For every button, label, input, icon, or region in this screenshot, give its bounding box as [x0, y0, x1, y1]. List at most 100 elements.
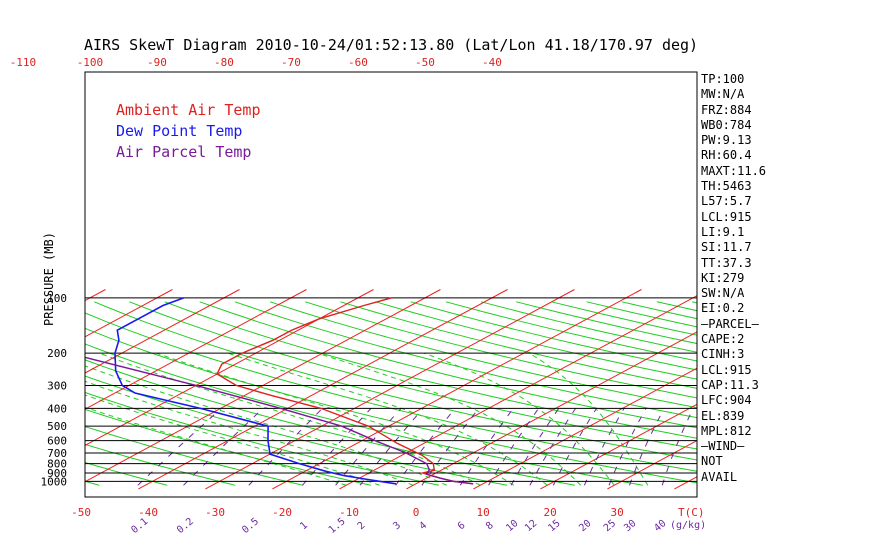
temp-tick-bottom: -40 [138, 506, 158, 519]
moist-adiabat [317, 352, 582, 486]
mixing-ratio-label: 20 [577, 518, 593, 534]
dry-adiabat [164, 301, 697, 439]
temp-tick-bottom: -10 [339, 506, 359, 519]
stat-item: LCL:915 [701, 209, 752, 224]
dry-adiabat [516, 301, 697, 345]
mixing-ratio-label: 30 [622, 518, 638, 534]
dry-adiabat [85, 343, 643, 486]
pressure-tick-label: 600 [47, 435, 67, 448]
stat-item: L57:5.7 [701, 194, 752, 209]
dry-adiabat [85, 375, 508, 486]
mixing-ratio-line [395, 408, 456, 486]
mixing-ratio-line [552, 408, 597, 486]
mixing-ratio-line [529, 408, 577, 486]
mixing-ratio-label: 0.2 [175, 516, 196, 536]
isotherm [85, 289, 307, 410]
isotherm [85, 289, 374, 447]
pressure-tick-label: 200 [47, 347, 67, 360]
dry-adiabat [269, 301, 697, 409]
stat-item: EI:0.2 [701, 301, 745, 316]
temp-tick-top: -60 [348, 56, 368, 69]
pressure-tick-label: 300 [47, 379, 67, 392]
pressure-tick-label: 500 [47, 420, 67, 433]
isotherm [205, 289, 575, 490]
mixing-ratio-line [661, 408, 694, 486]
stat-item: CINH:3 [701, 347, 745, 362]
pressure-tick-label: 400 [47, 402, 67, 415]
legend: Ambient Air Temp Dew Point Temp Air Parc… [116, 100, 261, 163]
dry-adiabat [199, 301, 697, 429]
mixing-ratio-label: 6 [456, 520, 468, 532]
mixing-ratio-unit: (g/kg) [670, 520, 706, 531]
legend-dewpoint: Dew Point Temp [116, 122, 243, 140]
series-air-parcel-temp [85, 356, 474, 485]
stat-item: —WIND— [701, 439, 745, 454]
stat-item: RH:60.4 [701, 148, 752, 163]
mixing-ratio-label: 12 [523, 518, 539, 534]
pressure-tick-label: 800 [47, 458, 67, 471]
stat-item: AVAIL [701, 469, 738, 484]
dry-adiabat [85, 461, 168, 486]
mixing-ratio-label: 8 [484, 520, 496, 532]
mixing-ratio-line [608, 408, 647, 486]
dry-adiabat [305, 301, 697, 399]
plot-area [85, 289, 697, 490]
moist-adiabat [99, 352, 481, 486]
stat-item: FRZ:884 [701, 102, 752, 117]
moist-adiabat [423, 352, 615, 486]
isotherm [339, 295, 697, 490]
mixing-ratio-label: 4 [418, 520, 430, 532]
stat-item: LI:9.1 [701, 224, 745, 239]
moist-adiabat [227, 352, 548, 486]
mixing-ratio-label: 2 [356, 520, 368, 532]
stat-item: MPL:812 [701, 423, 752, 438]
stat-item: —PARCEL— [701, 316, 759, 331]
dry-adiabat [85, 426, 304, 486]
mixing-ratio-label: 0.1 [129, 516, 150, 536]
isotherm [85, 289, 173, 338]
mixing-ratio-label: 0.5 [240, 516, 261, 536]
stat-item: TP:100 [701, 72, 745, 86]
mixing-ratio-line [248, 408, 323, 486]
temp-tick-bottom: -30 [205, 506, 225, 519]
stat-item: MAXT:11.6 [701, 163, 767, 178]
pressure-tick-label: 100 [47, 292, 67, 305]
stat-item: MW:N/A [701, 87, 745, 102]
stat-item: EL:839 [701, 408, 745, 423]
temp-tick-bottom: 20 [543, 506, 556, 519]
chart-title: AIRS SkewT Diagram 2010-10-24/01:52:13.8… [84, 36, 699, 54]
dry-adiabat [85, 359, 575, 486]
temp-tick-top: -70 [281, 56, 301, 69]
mixing-ratio-label: 25 [602, 518, 618, 534]
stat-item: LFC:904 [701, 393, 752, 408]
moist-adiabat [85, 365, 448, 486]
series-ambient-air-temp [216, 297, 474, 485]
isotherm [272, 289, 642, 490]
pressure-tick-label: 1000 [41, 475, 68, 488]
mixing-ratio-line [421, 408, 480, 486]
isotherm [406, 331, 697, 490]
temp-tick-top: -50 [415, 56, 435, 69]
stats-panel: TP:100 MW:N/A FRZ:884 WB0:784 PW:9.13 RH:60.4… [701, 72, 766, 485]
dry-adiabat [85, 443, 236, 486]
stat-item: WB0:784 [701, 117, 752, 132]
temp-tick-bottom: 10 [476, 506, 489, 519]
isotherm [138, 289, 508, 490]
mixing-ratio-line [629, 408, 665, 486]
legend-parcel: Air Parcel Temp [116, 143, 252, 161]
isotherm [473, 367, 697, 490]
moist-adiabat [156, 352, 515, 486]
mixing-ratio-label: 3 [391, 520, 403, 532]
stat-item: SI:11.7 [701, 240, 752, 255]
moist-adiabat [528, 352, 649, 486]
mixing-ratio-line [335, 408, 402, 486]
stat-item: NOT [701, 454, 723, 469]
temp-axis-unit: T(C) [678, 506, 705, 519]
pressure-tick-label: 700 [47, 447, 67, 460]
stat-item: CAP:11.3 [701, 377, 759, 392]
isotherm [540, 403, 697, 490]
y-axis-label: PRESSURE (MB) [42, 232, 56, 326]
temp-tick-top: -90 [147, 56, 167, 69]
mixing-ratio-label: 40 [652, 518, 668, 534]
